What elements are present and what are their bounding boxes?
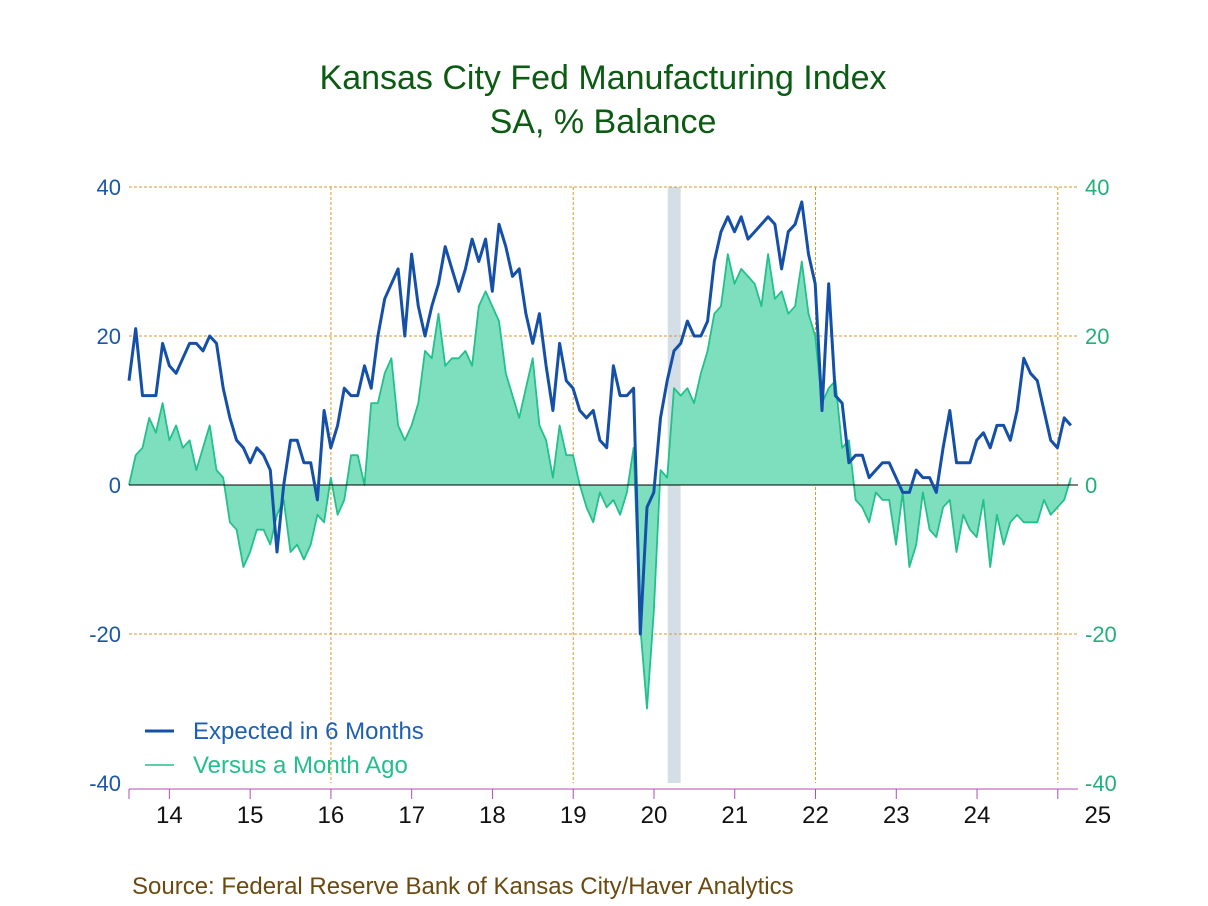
y-tick-right-20: 20 xyxy=(1085,324,1109,349)
y-tick-right-0: 0 xyxy=(1085,473,1097,498)
y-tick-right-minus40: -40 xyxy=(1085,771,1117,796)
x-tick-label-22: 22 xyxy=(802,802,829,829)
chart-subtitle: SA, % Balance xyxy=(490,103,717,141)
versus-area-series xyxy=(128,253,1072,710)
x-tick-label-18: 18 xyxy=(479,802,506,829)
x-tick-label-21: 21 xyxy=(721,802,748,829)
x-tick-label-23: 23 xyxy=(883,802,910,829)
x-tick-label-20: 20 xyxy=(641,802,668,829)
source-note: Source: Federal Reserve Bank of Kansas C… xyxy=(132,873,794,900)
y-tick-left-20: 20 xyxy=(97,324,121,349)
versus-line xyxy=(128,253,1072,710)
x-axis: 14 15 16 17 18 19 20 21 22 23 24 25 xyxy=(128,788,1111,829)
legend: Expected in 6 Months Versus a Month Ago xyxy=(145,718,424,779)
legend-label-expected: Expected in 6 Months xyxy=(193,718,424,745)
expected-line xyxy=(127,200,1073,636)
expected-line-series xyxy=(127,200,1073,636)
x-tick-label-24: 24 xyxy=(964,802,991,829)
y-tick-left-0: 0 xyxy=(109,473,121,498)
y-tick-left-minus20: -20 xyxy=(89,622,121,647)
y-tick-left-40: 40 xyxy=(97,175,121,200)
y-tick-right-minus20: -20 xyxy=(1085,622,1117,647)
x-tick-label-16: 16 xyxy=(318,802,345,829)
x-tick-label-14: 14 xyxy=(156,802,183,829)
x-tick-label-19: 19 xyxy=(560,802,587,829)
legend-label-versus: Versus a Month Ago xyxy=(193,752,408,779)
y-axis-left: 40 20 0 -20 -40 xyxy=(89,175,121,796)
y-axis-right: 40 20 0 -20 -40 xyxy=(1085,175,1117,796)
y-tick-right-40: 40 xyxy=(1085,175,1109,200)
chart-title: Kansas City Fed Manufacturing Index xyxy=(320,59,887,97)
x-tick-label-25: 25 xyxy=(1084,802,1111,829)
x-tick-label-15: 15 xyxy=(237,802,264,829)
y-tick-left-minus40: -40 xyxy=(89,771,121,796)
x-tick-label-17: 17 xyxy=(398,802,425,829)
